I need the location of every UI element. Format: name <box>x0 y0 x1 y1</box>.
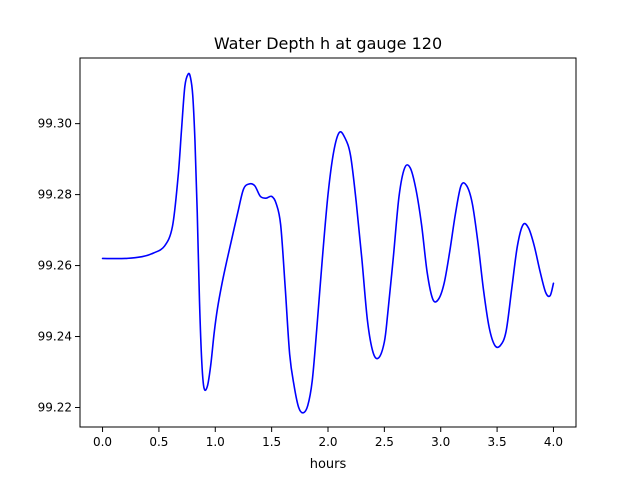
x-tick-label: 2.0 <box>318 435 337 449</box>
x-tick-label: 2.5 <box>375 435 394 449</box>
x-tick-label: 3.0 <box>431 435 450 449</box>
x-tick-label: 4.0 <box>544 435 563 449</box>
chart-title: Water Depth h at gauge 120 <box>214 34 442 53</box>
plot-frame <box>79 57 577 428</box>
y-tick-label: 99.26 <box>38 259 72 273</box>
x-tick-label: 0.0 <box>93 435 112 449</box>
series-layer <box>101 72 555 414</box>
y-tick-label: 99.24 <box>38 330 72 344</box>
x-tick-label: 1.5 <box>262 435 281 449</box>
y-axis-ticks: 99.22 99.24 99.26 99.28 99.30 <box>38 117 80 414</box>
x-axis-ticks: 0.0 0.5 1.0 1.5 2.0 2.5 3.0 3.5 4.0 <box>93 427 563 449</box>
x-tick-label: 1.0 <box>206 435 225 449</box>
y-tick-label: 99.28 <box>38 188 72 202</box>
y-tick-label: 99.30 <box>38 117 72 131</box>
y-tick-label: 99.22 <box>38 400 72 414</box>
x-tick-label: 3.5 <box>488 435 507 449</box>
x-axis-label: hours <box>310 457 347 472</box>
plot-area <box>80 58 576 427</box>
water-depth-line <box>101 72 555 414</box>
x-tick-label: 0.5 <box>149 435 168 449</box>
